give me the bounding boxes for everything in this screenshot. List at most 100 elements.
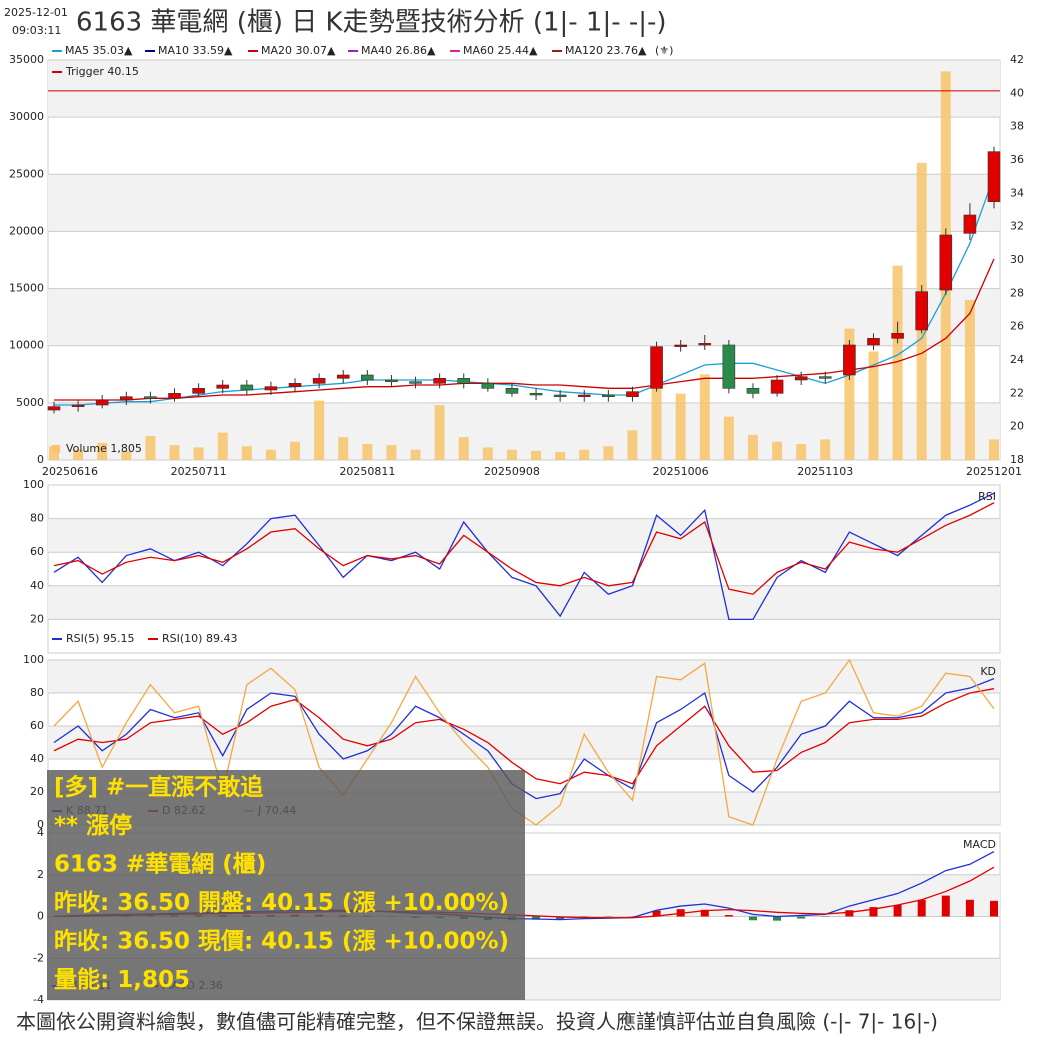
candle-body [336, 374, 350, 379]
y2-tick-label: 34 [1010, 186, 1024, 199]
x-tick-label: 20250908 [484, 465, 540, 478]
y2-tick-label: 24 [1010, 353, 1024, 366]
volume-bar [868, 351, 879, 460]
volume-bar [579, 449, 590, 460]
volume-bar [458, 437, 469, 460]
y-tick-label: 100 [23, 653, 44, 666]
osc-bar [652, 910, 661, 917]
volume-bar [747, 434, 758, 460]
y-tick-label: 20 [30, 612, 44, 625]
signal-line: ** 漲停 [54, 812, 132, 839]
candle-body [915, 291, 928, 331]
volume-bar [386, 445, 397, 460]
legend-label: RSI(10) 89.43 [162, 632, 237, 645]
grid-band [48, 402, 1000, 460]
y2-tick-label: 20 [1010, 420, 1024, 433]
osc-bar [965, 899, 974, 917]
volume-bar [964, 300, 975, 460]
volume-bar [531, 450, 542, 460]
volume-bar [241, 446, 252, 460]
y-tick-label: 10000 [9, 339, 44, 352]
x-tick-label: 20250811 [339, 465, 395, 478]
volume-bar [844, 328, 855, 460]
osc-bar [773, 916, 782, 921]
candle-body [409, 381, 422, 384]
grid-band [48, 174, 1000, 232]
volume-bar [675, 393, 686, 460]
candle-body [891, 333, 904, 339]
panel-bg [47, 484, 1001, 654]
volume-bar [723, 416, 734, 460]
volume-bar [121, 450, 132, 460]
volume-bar [772, 441, 783, 460]
y-tick-label: 15000 [9, 282, 44, 295]
grid-band [48, 60, 1000, 118]
signal-line: 昨收: 36.50 開盤: 40.15 (漲 +10.00%) [54, 889, 509, 916]
y-tick-label: 30000 [9, 110, 44, 123]
candle-body [240, 384, 254, 391]
legend-swatch [52, 445, 60, 453]
volume-bar [265, 449, 276, 460]
volume-bar [796, 444, 807, 460]
volume-bar [555, 452, 566, 460]
osc-bar [797, 916, 806, 919]
x-tick-label: 20250616 [42, 465, 98, 478]
grid-band [48, 288, 1000, 346]
legend-label: Trigger 40.15 [65, 65, 139, 78]
y-tick-label: 0 [37, 453, 44, 466]
volume-bar [314, 400, 325, 460]
y2-tick-label: 28 [1010, 286, 1024, 299]
grid-band [48, 585, 1000, 620]
signal-line: 昨收: 36.50 現價: 40.15 (漲 +10.00%) [54, 928, 509, 955]
ma-line [54, 175, 995, 406]
y-tick-label: -2 [33, 951, 44, 964]
candle-body [818, 376, 832, 379]
indicator-line [53, 502, 995, 595]
y-tick-label: 80 [30, 686, 44, 699]
y-tick-label: 5000 [16, 396, 44, 409]
y2-tick-label: 42 [1010, 53, 1024, 66]
legend-extra: (⚜) [655, 44, 673, 57]
candle-body [577, 394, 591, 397]
candle-body [553, 394, 567, 397]
date: 2025-12-01 [4, 6, 68, 19]
osc-bar [556, 916, 565, 920]
candle-body [385, 379, 398, 382]
candle-body [312, 378, 326, 384]
legend-label: MA120 23.76▲ [565, 44, 647, 57]
candle-body [770, 379, 784, 394]
y-tick-label: 60 [30, 545, 44, 558]
y2-tick-label: 26 [1010, 320, 1024, 333]
candle-body [120, 396, 133, 401]
legend-label: MA10 33.59▲ [158, 44, 233, 57]
signal-line: 量能: 1,805 [54, 966, 190, 993]
volume-bar [699, 374, 710, 460]
panel-bg [47, 59, 1001, 461]
signal-line: [多] #一直漲不敢追 [54, 774, 264, 801]
time: 09:03:11 [12, 24, 61, 37]
candle-body [722, 344, 736, 389]
signal-box [47, 770, 525, 1000]
candle-body [505, 388, 519, 394]
x-tick-label: 20251006 [653, 465, 709, 478]
candle-body [602, 394, 615, 397]
ma-line [54, 258, 995, 401]
volume-bar [338, 437, 349, 460]
volume-bar [217, 432, 228, 460]
osc-bar [941, 895, 950, 917]
candle-body [457, 378, 471, 384]
y-tick-label: 60 [30, 719, 44, 732]
candle-body [794, 376, 808, 381]
volume-bar [434, 405, 445, 460]
volume-bar [603, 446, 614, 460]
volume-bar [169, 445, 180, 460]
candle-body [867, 338, 880, 346]
y-tick-label: -4 [33, 993, 44, 1006]
candle-body [71, 404, 85, 407]
y-tick-label: 80 [30, 512, 44, 525]
signal-line: 6163 #華電網 (櫃) [54, 851, 266, 878]
page-title: 6163 華電網 (櫃) 日 K走勢暨技術分析 (1|- 1|- -|-) [76, 8, 667, 38]
legend-label: MA40 26.86▲ [361, 44, 436, 57]
volume-bar [506, 449, 517, 460]
